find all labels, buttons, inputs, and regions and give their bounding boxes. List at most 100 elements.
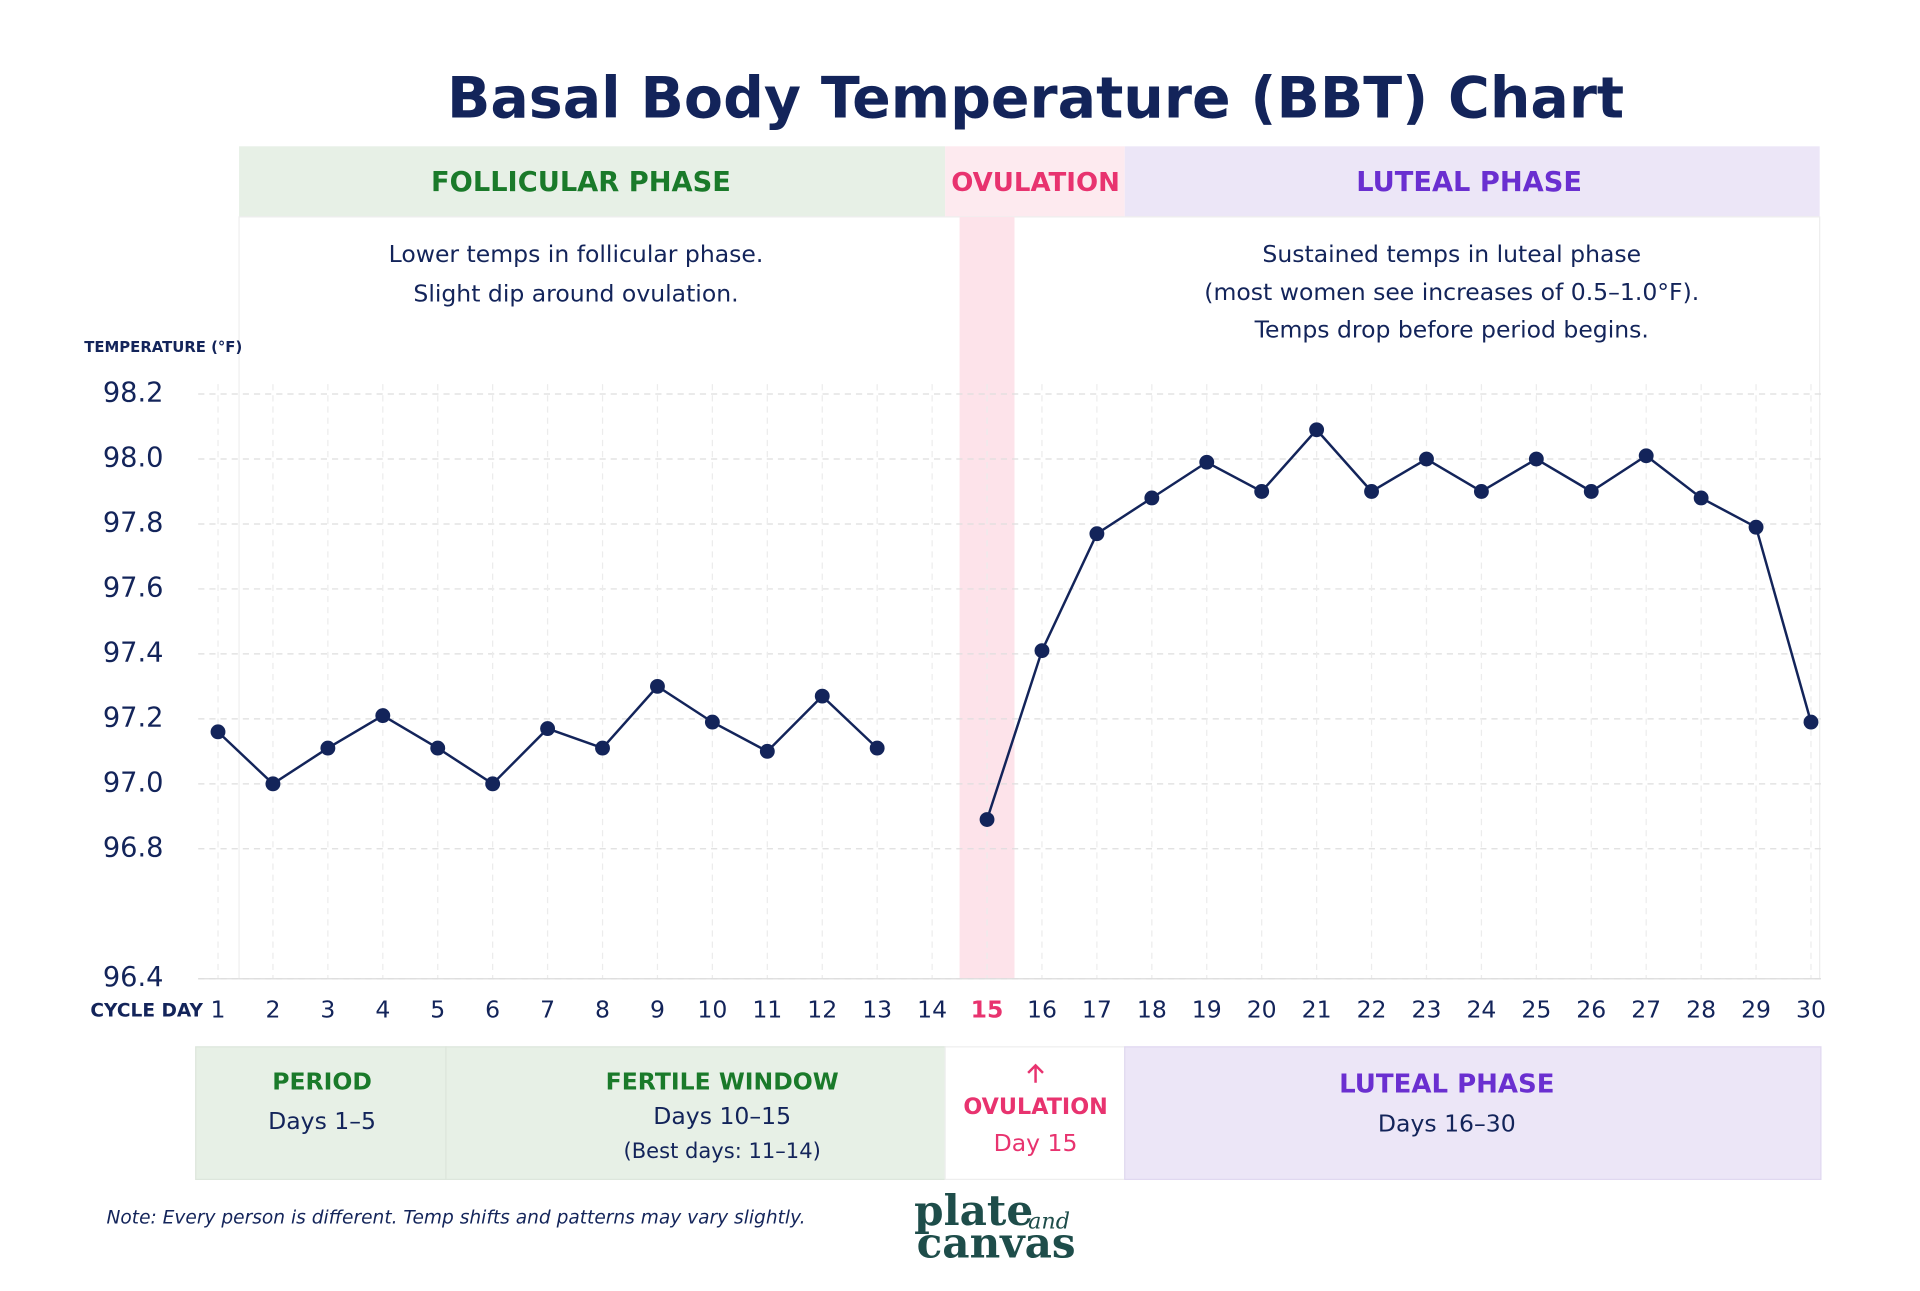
data-point (1638, 448, 1654, 464)
annotation: Lower temps in follicular phase. (389, 240, 764, 268)
data-point (210, 724, 226, 740)
data-point (1034, 643, 1050, 659)
x-tick-label: 10 (697, 995, 727, 1023)
panel-text: Days 1–5 (268, 1107, 376, 1135)
x-tick-label: 1 (211, 995, 226, 1023)
data-point (759, 743, 775, 759)
y-tick-label: 97.2 (103, 702, 164, 733)
x-tick-label: 23 (1412, 995, 1442, 1023)
x-tick-label: 21 (1302, 995, 1332, 1023)
data-point (1473, 484, 1489, 499)
x-tick-label: 16 (1027, 995, 1057, 1023)
panel-title: LUTEAL PHASE (1339, 1070, 1554, 1100)
x-tick-label: 27 (1631, 995, 1661, 1023)
x-tick-label: 11 (752, 995, 782, 1023)
data-point (375, 708, 391, 724)
phase-label: OVULATION (951, 168, 1120, 198)
y-tick-label: 97.4 (103, 637, 164, 668)
x-tick-label: 2 (265, 995, 280, 1023)
panel-title: PERIOD (272, 1067, 372, 1095)
data-point (1748, 519, 1764, 535)
x-tick-label: 5 (430, 995, 445, 1023)
x-tick-label: 4 (375, 995, 390, 1023)
x-tick-label: 25 (1521, 995, 1551, 1023)
x-tick-label: 17 (1082, 995, 1112, 1023)
x-tick-label: 8 (595, 995, 610, 1023)
panel-text: Days 16–30 (1378, 1109, 1516, 1137)
x-tick-label: 9 (650, 995, 665, 1023)
panel (195, 1046, 447, 1181)
phase-band (1124, 146, 1820, 217)
temperature-line (985, 427, 1813, 820)
x-tick-label: 13 (862, 995, 892, 1023)
legend-panels: PERIOD Days 1–5 FERTILE WINDOW Days 10–1… (195, 1046, 1822, 1181)
x-tick-label: 6 (485, 995, 500, 1023)
y-tick-label: 96.8 (103, 832, 164, 863)
x-tick-label: 28 (1686, 995, 1716, 1023)
data-point (1693, 490, 1709, 506)
data-point (1364, 484, 1379, 499)
y-tick-label: 97.0 (103, 767, 164, 798)
x-tick-label: 30 (1796, 995, 1826, 1023)
x-tick-label: 26 (1576, 995, 1606, 1023)
annotation: Sustained temps in luteal phase (1262, 240, 1641, 268)
panel-title: OVULATION (963, 1094, 1107, 1120)
x-tick-label: 20 (1247, 995, 1277, 1023)
data-point (265, 776, 281, 792)
panel-text: Day 15 (994, 1129, 1078, 1157)
x-axis-label: CYCLE DAY (90, 1000, 203, 1021)
x-tick-label: 15 (971, 995, 1004, 1023)
data-point (540, 721, 556, 737)
y-axis-label: TEMPERATURE (°F) (84, 338, 242, 356)
y-tick-label: 97.8 (103, 507, 164, 538)
data-point (1803, 714, 1819, 730)
x-tick-label: 24 (1466, 995, 1496, 1023)
phase-header: FOLLICULAR PHASE OVULATION LUTEAL PHASE (239, 146, 1820, 217)
phase-label: LUTEAL PHASE (1356, 167, 1582, 198)
panel (1124, 1046, 1822, 1181)
x-tick-label: 14 (917, 995, 947, 1023)
y-tick-label: 98.2 (103, 378, 164, 409)
logo-text: and (1028, 1209, 1070, 1235)
plot: 96.496.897.097.297.497.697.898.098.21 2 3 4… (103, 216, 1826, 1023)
note: Note: Every person is different. Temp sh… (107, 1207, 806, 1228)
arrow-icon (1027, 1063, 1044, 1083)
data-point (1254, 484, 1270, 499)
panel-text: Days 10–15 (653, 1102, 791, 1130)
x-tick-label: 3 (320, 995, 335, 1023)
data-point (1528, 451, 1544, 467)
x-tick-label: 12 (807, 995, 837, 1023)
data-point (1583, 484, 1599, 499)
phase-band (239, 146, 946, 217)
data-point (1144, 490, 1160, 506)
data-point (485, 776, 501, 792)
data-point (814, 688, 830, 704)
panel (445, 1046, 946, 1181)
x-tick-label: 22 (1357, 995, 1387, 1023)
logo-text: canvas (917, 1217, 1076, 1267)
logo: plate and canvas (914, 1185, 1075, 1267)
data-point (704, 714, 720, 730)
phase-band (945, 146, 1125, 217)
panel-text: (Best days: 11–14) (624, 1138, 821, 1163)
data-point (979, 812, 995, 827)
x-tick-label: 18 (1137, 995, 1167, 1023)
data-point (1419, 451, 1434, 467)
x-tick-label: 29 (1741, 995, 1771, 1023)
annotation: (most women see increases of 0.5–1.0°F). (1204, 278, 1699, 306)
chart-title: Basal Body Temperature (BBT) Chart (447, 65, 1624, 131)
x-tick-label: 19 (1192, 995, 1222, 1023)
data-point (869, 740, 885, 756)
data-point (650, 678, 665, 694)
panel-title: FERTILE WINDOW (606, 1067, 839, 1095)
data-point (1309, 422, 1325, 438)
annotation: Slight dip around ovulation. (413, 279, 738, 307)
phase-label: FOLLICULAR PHASE (431, 167, 731, 198)
data-point (1089, 526, 1105, 542)
data-point (430, 740, 446, 756)
data-point (595, 740, 610, 756)
x-tick-label: 7 (540, 995, 555, 1023)
data-point (1199, 454, 1215, 470)
